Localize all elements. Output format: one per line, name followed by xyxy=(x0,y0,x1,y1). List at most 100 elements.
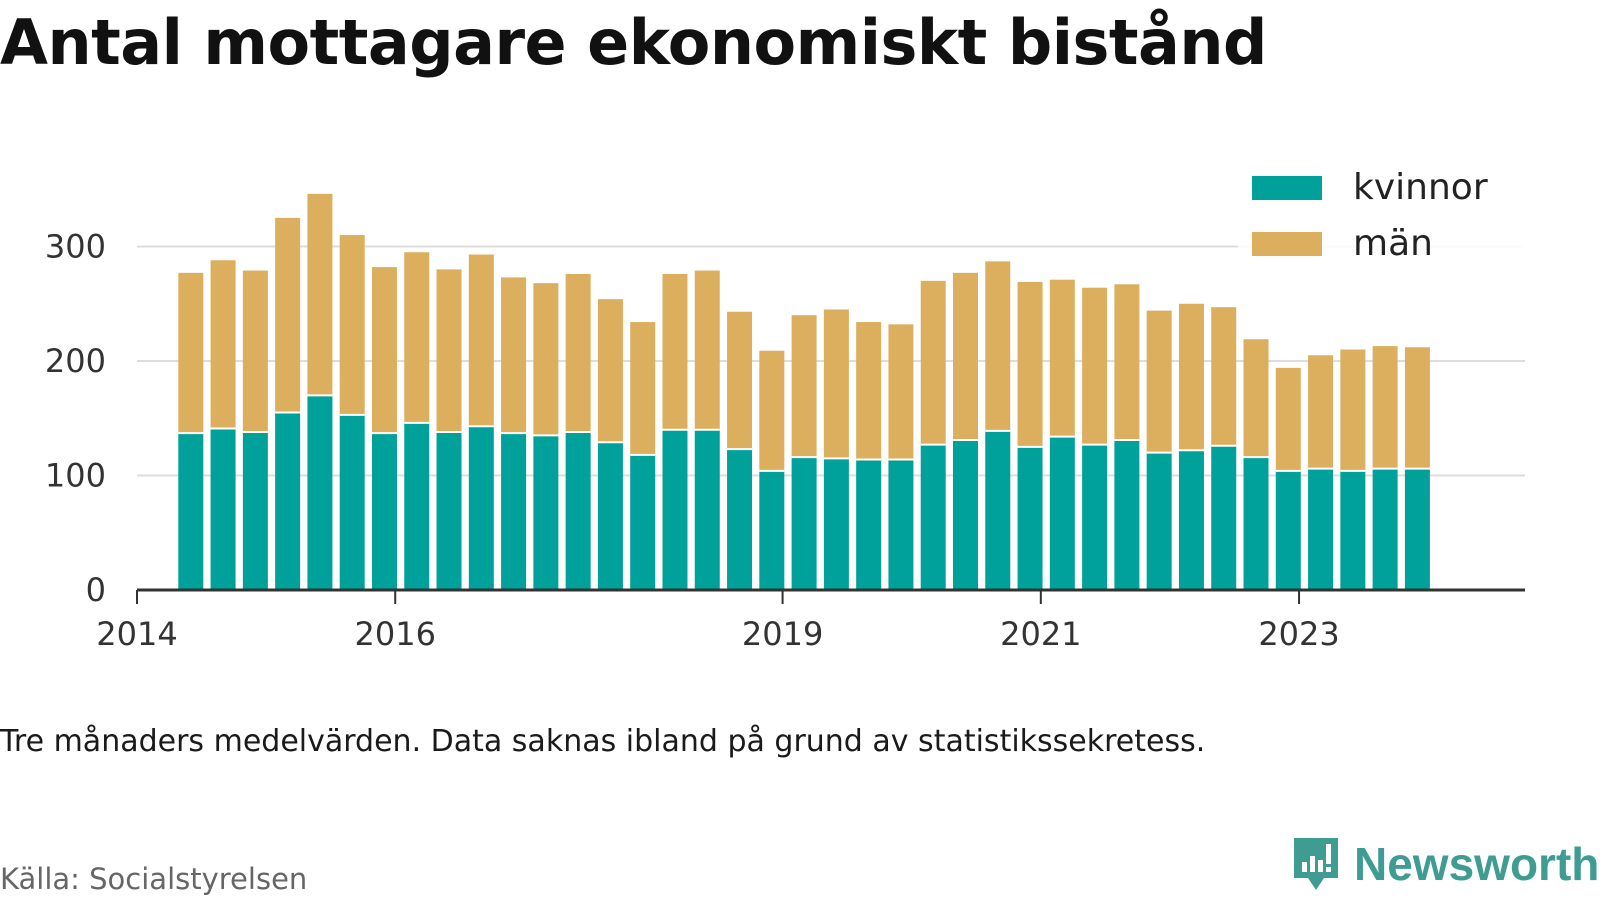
bar-man xyxy=(275,217,301,413)
bar-man xyxy=(468,254,494,427)
bar-kvinnor xyxy=(630,454,656,590)
bar-kvinnor xyxy=(275,412,301,590)
bar-man xyxy=(952,272,978,441)
bar-man xyxy=(1372,346,1398,469)
bar-man xyxy=(533,283,559,436)
bar-kvinnor xyxy=(791,457,817,590)
chart-note: Tre månaders medelvärden. Data saknas ib… xyxy=(0,724,1206,759)
bar-man xyxy=(1114,284,1140,441)
bar-man xyxy=(985,261,1011,431)
bar-kvinnor xyxy=(436,431,462,590)
bar-man xyxy=(1308,355,1334,469)
bar-kvinnor xyxy=(468,426,494,590)
bar-man xyxy=(823,309,849,459)
bar-kvinnor xyxy=(662,429,688,590)
bar-man xyxy=(727,311,753,450)
bar-kvinnor xyxy=(1340,470,1366,590)
bar-man xyxy=(436,269,462,432)
bar-kvinnor xyxy=(178,433,204,590)
bar-man xyxy=(1340,349,1366,471)
bar-man xyxy=(1211,307,1237,446)
bar-man xyxy=(630,322,656,455)
newsworthy-logo-icon xyxy=(1294,838,1338,890)
bar-man xyxy=(307,193,333,396)
bar-man xyxy=(1275,367,1301,471)
bar-man xyxy=(1017,281,1043,447)
bar-man xyxy=(565,273,591,432)
bar-kvinnor xyxy=(952,440,978,590)
bar-man xyxy=(242,270,268,432)
bar-man xyxy=(791,315,817,458)
bar-man xyxy=(597,299,623,443)
bar-kvinnor xyxy=(1114,440,1140,590)
y-tick-label: 300 xyxy=(45,228,106,266)
bar-man xyxy=(662,273,688,430)
bar-kvinnor xyxy=(985,430,1011,590)
bar-man xyxy=(1404,347,1430,469)
bar-kvinnor xyxy=(1082,444,1108,590)
bar-man xyxy=(501,277,527,434)
bar-kvinnor xyxy=(920,444,946,590)
bar-kvinnor xyxy=(727,449,753,590)
bar-kvinnor xyxy=(210,428,236,590)
bar-man xyxy=(888,324,914,460)
bar-man xyxy=(1243,339,1269,458)
bar-kvinnor xyxy=(1178,450,1204,590)
legend-label: kvinnor xyxy=(1353,167,1488,208)
bar-man xyxy=(920,280,946,445)
source-text: Källa: Socialstyrelsen xyxy=(0,862,308,896)
bar-kvinnor xyxy=(1372,468,1398,590)
bar-kvinnor xyxy=(856,459,882,590)
legend: kvinnor män xyxy=(1238,160,1538,276)
x-tick-label: 2019 xyxy=(742,615,823,653)
bar-kvinnor xyxy=(1017,446,1043,590)
bar-kvinnor xyxy=(533,435,559,590)
x-tick-label: 2023 xyxy=(1258,615,1339,653)
bar-kvinnor xyxy=(597,442,623,590)
x-tick-label: 2014 xyxy=(96,615,177,653)
bar-kvinnor xyxy=(1275,470,1301,590)
bar-man xyxy=(178,272,204,434)
bar-kvinnor xyxy=(1308,468,1334,590)
bar-man xyxy=(856,322,882,460)
y-tick-label: 200 xyxy=(45,342,106,380)
bar-man xyxy=(210,260,236,429)
bar-kvinnor xyxy=(694,429,720,590)
bar-kvinnor xyxy=(501,433,527,590)
bar-man xyxy=(1049,279,1075,437)
bar-man xyxy=(1082,287,1108,445)
brand-name: Newsworthy xyxy=(1354,838,1600,890)
x-axis: 2014 2016 2019 2021 2023 xyxy=(96,588,1525,653)
brand-logo: Newsworthy xyxy=(1290,836,1600,892)
bar-man xyxy=(339,235,365,415)
chart-title: Antal mottagare ekonomiskt bistånd xyxy=(0,6,1267,79)
y-tick-label: 100 xyxy=(45,457,106,495)
bar-kvinnor xyxy=(1211,445,1237,590)
bar-kvinnor xyxy=(565,431,591,590)
bar-kvinnor xyxy=(823,458,849,590)
bar-kvinnor xyxy=(1146,452,1172,590)
bar-man xyxy=(694,270,720,430)
bar-kvinnor xyxy=(1049,436,1075,590)
bars xyxy=(178,193,1430,590)
legend-label: män xyxy=(1353,223,1433,264)
bar-kvinnor xyxy=(242,431,268,590)
bar-kvinnor xyxy=(371,433,397,590)
y-tick-label: 0 xyxy=(86,571,106,609)
bar-man xyxy=(1146,310,1172,453)
x-tick-label: 2016 xyxy=(355,615,436,653)
bar-kvinnor xyxy=(1404,468,1430,590)
bar-man xyxy=(759,350,785,471)
bar-man xyxy=(404,252,430,423)
legend-swatch xyxy=(1252,176,1322,200)
x-tick-label: 2021 xyxy=(1000,615,1081,653)
bar-kvinnor xyxy=(339,414,365,590)
bar-kvinnor xyxy=(307,395,333,590)
bar-man xyxy=(371,267,397,434)
legend-swatch xyxy=(1252,232,1322,256)
bar-man xyxy=(1178,303,1204,451)
bar-kvinnor xyxy=(404,422,430,590)
bar-kvinnor xyxy=(1243,457,1269,590)
bar-kvinnor xyxy=(888,459,914,590)
